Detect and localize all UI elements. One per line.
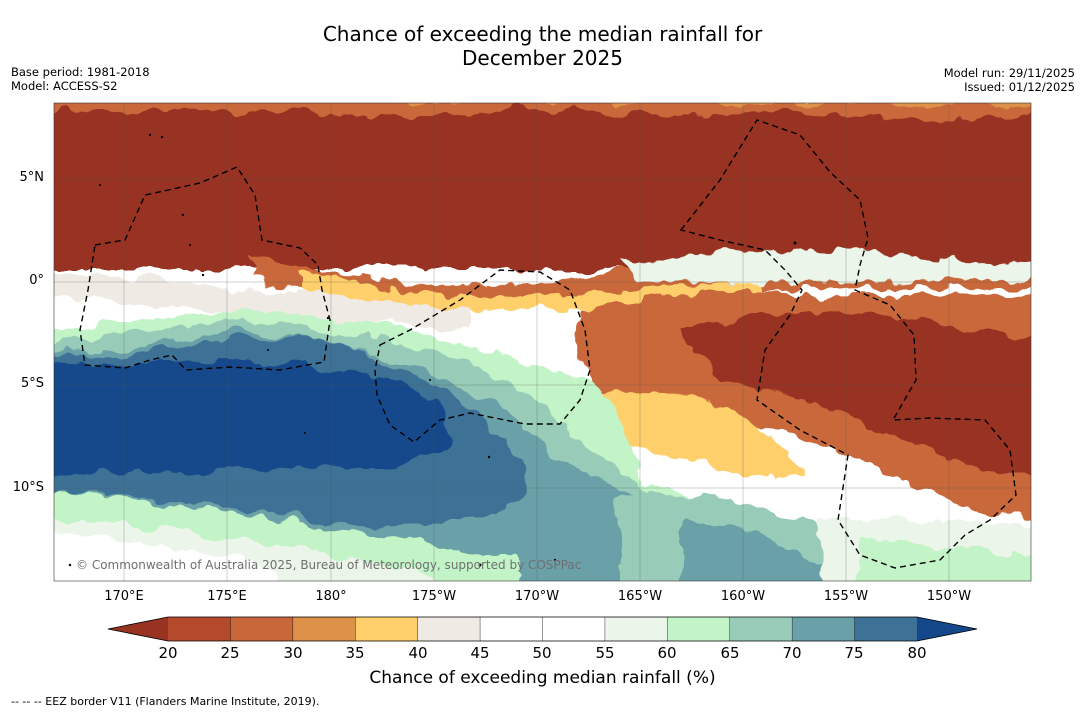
eez-borders	[79, 119, 1017, 569]
colorbar-segment	[854, 617, 918, 641]
colorbar-segment	[292, 617, 356, 641]
y-tick-label: 5°N	[19, 170, 45, 185]
meta-right: Model run: 29/11/2025 Issued: 01/12/2025	[944, 66, 1075, 94]
colorbar-segment	[417, 617, 481, 641]
graticule	[54, 103, 1031, 581]
colorbar-over-arrow	[917, 617, 977, 641]
colorbar-tick-label: 25	[220, 644, 240, 662]
colorbar-segment	[542, 617, 606, 641]
x-tick-label: 150°W	[926, 589, 972, 604]
y-tick-label: 0°	[29, 273, 44, 288]
map-frame	[53, 102, 1032, 582]
colorbar-segment	[480, 617, 543, 641]
colorbar-segment	[230, 617, 294, 641]
colorbar-segment	[168, 617, 231, 641]
colorbar-tick-label: 70	[782, 644, 802, 662]
colorbar-segment	[355, 617, 419, 641]
colorbar-segment	[604, 617, 668, 641]
model-label: Model: ACCESS-S2	[11, 79, 118, 93]
y-tick-label: 5°S	[20, 376, 44, 391]
colorbar-tick-label: 75	[844, 644, 864, 662]
x-tick-label: 180°	[315, 589, 347, 604]
colorbar-outline	[107, 616, 978, 642]
base-period-label: Base period: 1981-2018	[11, 65, 150, 79]
x-tick-label: 175°E	[207, 589, 247, 604]
eez-legend-note: -- -- -- EEZ border V11 (Flanders Marine…	[11, 695, 320, 708]
copyright-text: © Commonwealth of Australia 2025, Bureau…	[76, 558, 582, 572]
meta-left: Base period: 1981-2018 Model: ACCESS-S2	[11, 65, 150, 93]
colorbar-segment	[792, 617, 856, 641]
colorbar-tick-label: 55	[595, 644, 615, 662]
colorbar-tick-label: 45	[470, 644, 490, 662]
colorbar-tick-label: 60	[657, 644, 677, 662]
colorbar-tick-label: 65	[720, 644, 740, 662]
colorbar-tick-label: 50	[532, 644, 552, 662]
colorbar-segment	[667, 617, 731, 641]
x-tick-label: 175°W	[411, 589, 457, 604]
colorbar-segment	[729, 617, 793, 641]
colorbar-under-arrow	[108, 617, 168, 641]
colorbar-title: Chance of exceeding median rainfall (%)	[369, 668, 716, 688]
model-run-label: Model run: 29/11/2025	[943, 66, 1075, 80]
x-tick-label: 160°W	[720, 589, 766, 604]
chart-title: Chance of exceeding the median rainfall …	[0, 22, 1085, 70]
y-tick-label: 10°S	[12, 480, 44, 495]
title-line-2: December 2025	[462, 46, 623, 70]
x-tick-label: 170°E	[104, 589, 144, 604]
title-line-1: Chance of exceeding the median rainfall …	[322, 22, 763, 46]
x-tick-label: 155°W	[823, 589, 869, 604]
x-tick-label: 165°W	[617, 589, 663, 604]
colorbar-tick-label: 30	[283, 644, 303, 662]
rainfall-field	[54, 103, 1031, 581]
colorbar-tick-label: 80	[907, 644, 927, 662]
issued-label: Issued: 01/12/2025	[964, 80, 1075, 94]
colorbar	[107, 616, 978, 642]
islands	[68, 133, 797, 567]
x-tick-label: 170°W	[514, 589, 560, 604]
colorbar-tick-label: 40	[408, 644, 428, 662]
colorbar-tick-label: 20	[158, 644, 178, 662]
colorbar-tick-label: 35	[345, 644, 365, 662]
